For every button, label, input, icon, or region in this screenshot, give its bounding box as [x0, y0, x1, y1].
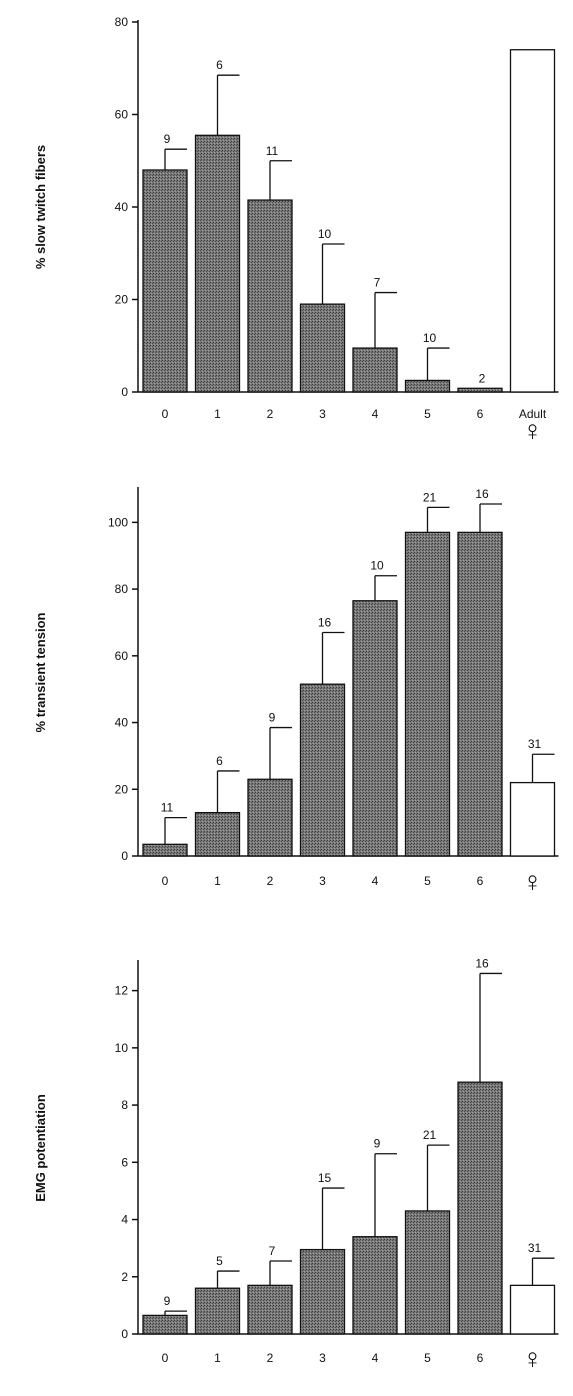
bar-5 — [404, 379, 451, 393]
bar-1 — [194, 134, 241, 393]
chart-panel-3: EMG potentiation024681012905172153942151… — [33, 956, 559, 1374]
x-tick-label: 3 — [319, 1351, 326, 1365]
x-tick-label: 3 — [319, 407, 326, 421]
y-tick-label: 8 — [121, 1098, 128, 1112]
n-label: 5 — [216, 1254, 223, 1268]
n-label: 16 — [475, 956, 489, 970]
chart-panel-2: % transient tension020406080100110619216… — [33, 487, 559, 897]
bar-2 — [247, 778, 293, 857]
bar-6 — [457, 531, 503, 857]
bar-3 — [299, 683, 346, 857]
x-tick-label: 0 — [162, 874, 169, 888]
bar-5 — [404, 531, 451, 857]
x-tick-label: 2 — [267, 874, 274, 888]
bar-4 — [352, 1236, 398, 1335]
n-label: 21 — [423, 1128, 437, 1142]
x-tick-label: 0 — [162, 407, 169, 421]
bar-0 — [142, 1314, 188, 1335]
y-tick-label: 10 — [115, 1041, 129, 1055]
n-label: 31 — [528, 1241, 542, 1255]
y-axis-label: % transient tension — [33, 612, 48, 732]
n-label: 7 — [269, 1244, 276, 1258]
x-tick-label: 6 — [477, 407, 484, 421]
female-symbol-icon: ♀ — [522, 415, 543, 446]
female-symbol-icon: ♀ — [522, 1343, 543, 1374]
chart-panel-1: % slow twitch fibers02040608090611121037… — [33, 15, 559, 446]
x-tick-label: Adult — [519, 407, 547, 421]
y-tick-label: 0 — [121, 385, 128, 399]
y-tick-label: 80 — [115, 15, 129, 29]
bar-1 — [194, 1287, 241, 1335]
n-label: 11 — [266, 144, 279, 158]
bar-6 — [457, 1081, 503, 1335]
female-symbol-icon: ♀ — [522, 866, 543, 897]
x-tick-label: 2 — [267, 407, 274, 421]
bar-5 — [404, 1210, 451, 1335]
n-label: 7 — [374, 276, 381, 290]
x-tick-label: 6 — [477, 874, 484, 888]
n-label: 16 — [318, 615, 332, 629]
x-tick-label: 4 — [372, 1351, 379, 1365]
x-tick-label: 1 — [214, 874, 221, 888]
y-tick-label: 40 — [115, 200, 129, 214]
n-label: 10 — [318, 227, 332, 241]
n-label: 16 — [475, 487, 489, 501]
bar--female — [509, 1284, 556, 1335]
x-tick-label: 4 — [372, 874, 379, 888]
y-tick-label: 0 — [121, 849, 128, 863]
n-label: 10 — [370, 559, 384, 573]
x-tick-label: 4 — [372, 407, 379, 421]
x-tick-label: 5 — [424, 407, 431, 421]
y-tick-label: 2 — [121, 1270, 128, 1284]
n-label: 6 — [216, 58, 223, 72]
n-label: 21 — [423, 490, 437, 504]
y-tick-label: 40 — [115, 716, 129, 730]
n-label: 2 — [479, 371, 486, 385]
x-tick-label: 5 — [424, 1351, 431, 1365]
n-label: 15 — [318, 1171, 332, 1185]
y-axis-label: EMG potentiation — [33, 1094, 48, 1202]
n-label: 11 — [161, 801, 174, 815]
bar-3 — [299, 303, 346, 393]
n-label: 9 — [164, 132, 171, 146]
x-tick-label: 1 — [214, 407, 221, 421]
bar-2 — [247, 1284, 293, 1335]
y-tick-label: 60 — [115, 108, 129, 122]
y-tick-label: 100 — [108, 515, 128, 529]
n-label: 31 — [528, 737, 542, 751]
bar-4 — [352, 600, 398, 857]
x-tick-label: 3 — [319, 874, 326, 888]
y-tick-label: 12 — [115, 984, 129, 998]
bar-3 — [299, 1248, 346, 1335]
n-label: 6 — [216, 754, 223, 768]
y-tick-label: 20 — [115, 293, 129, 307]
bar-0 — [142, 843, 188, 857]
y-tick-label: 6 — [121, 1155, 128, 1169]
y-tick-label: 60 — [115, 649, 129, 663]
bar--female — [509, 781, 556, 857]
y-tick-label: 20 — [115, 782, 129, 796]
n-label: 9 — [164, 1294, 171, 1308]
x-tick-label: 1 — [214, 1351, 221, 1365]
x-tick-label: 5 — [424, 874, 431, 888]
x-tick-label: 0 — [162, 1351, 169, 1365]
bar-1 — [194, 811, 241, 857]
x-tick-label: 6 — [477, 1351, 484, 1365]
bar-2 — [247, 199, 293, 393]
bar-4 — [352, 347, 398, 393]
y-axis-label: % slow twitch fibers — [33, 145, 48, 269]
n-label: 10 — [423, 331, 437, 345]
y-tick-label: 4 — [121, 1213, 128, 1227]
bar-Adult-female — [509, 49, 556, 393]
y-tick-label: 80 — [115, 582, 129, 596]
bar-6 — [457, 387, 503, 393]
n-label: 9 — [269, 711, 276, 725]
y-tick-label: 0 — [121, 1327, 128, 1341]
bar-0 — [142, 169, 188, 393]
x-tick-label: 2 — [267, 1351, 274, 1365]
n-label: 9 — [374, 1137, 381, 1151]
